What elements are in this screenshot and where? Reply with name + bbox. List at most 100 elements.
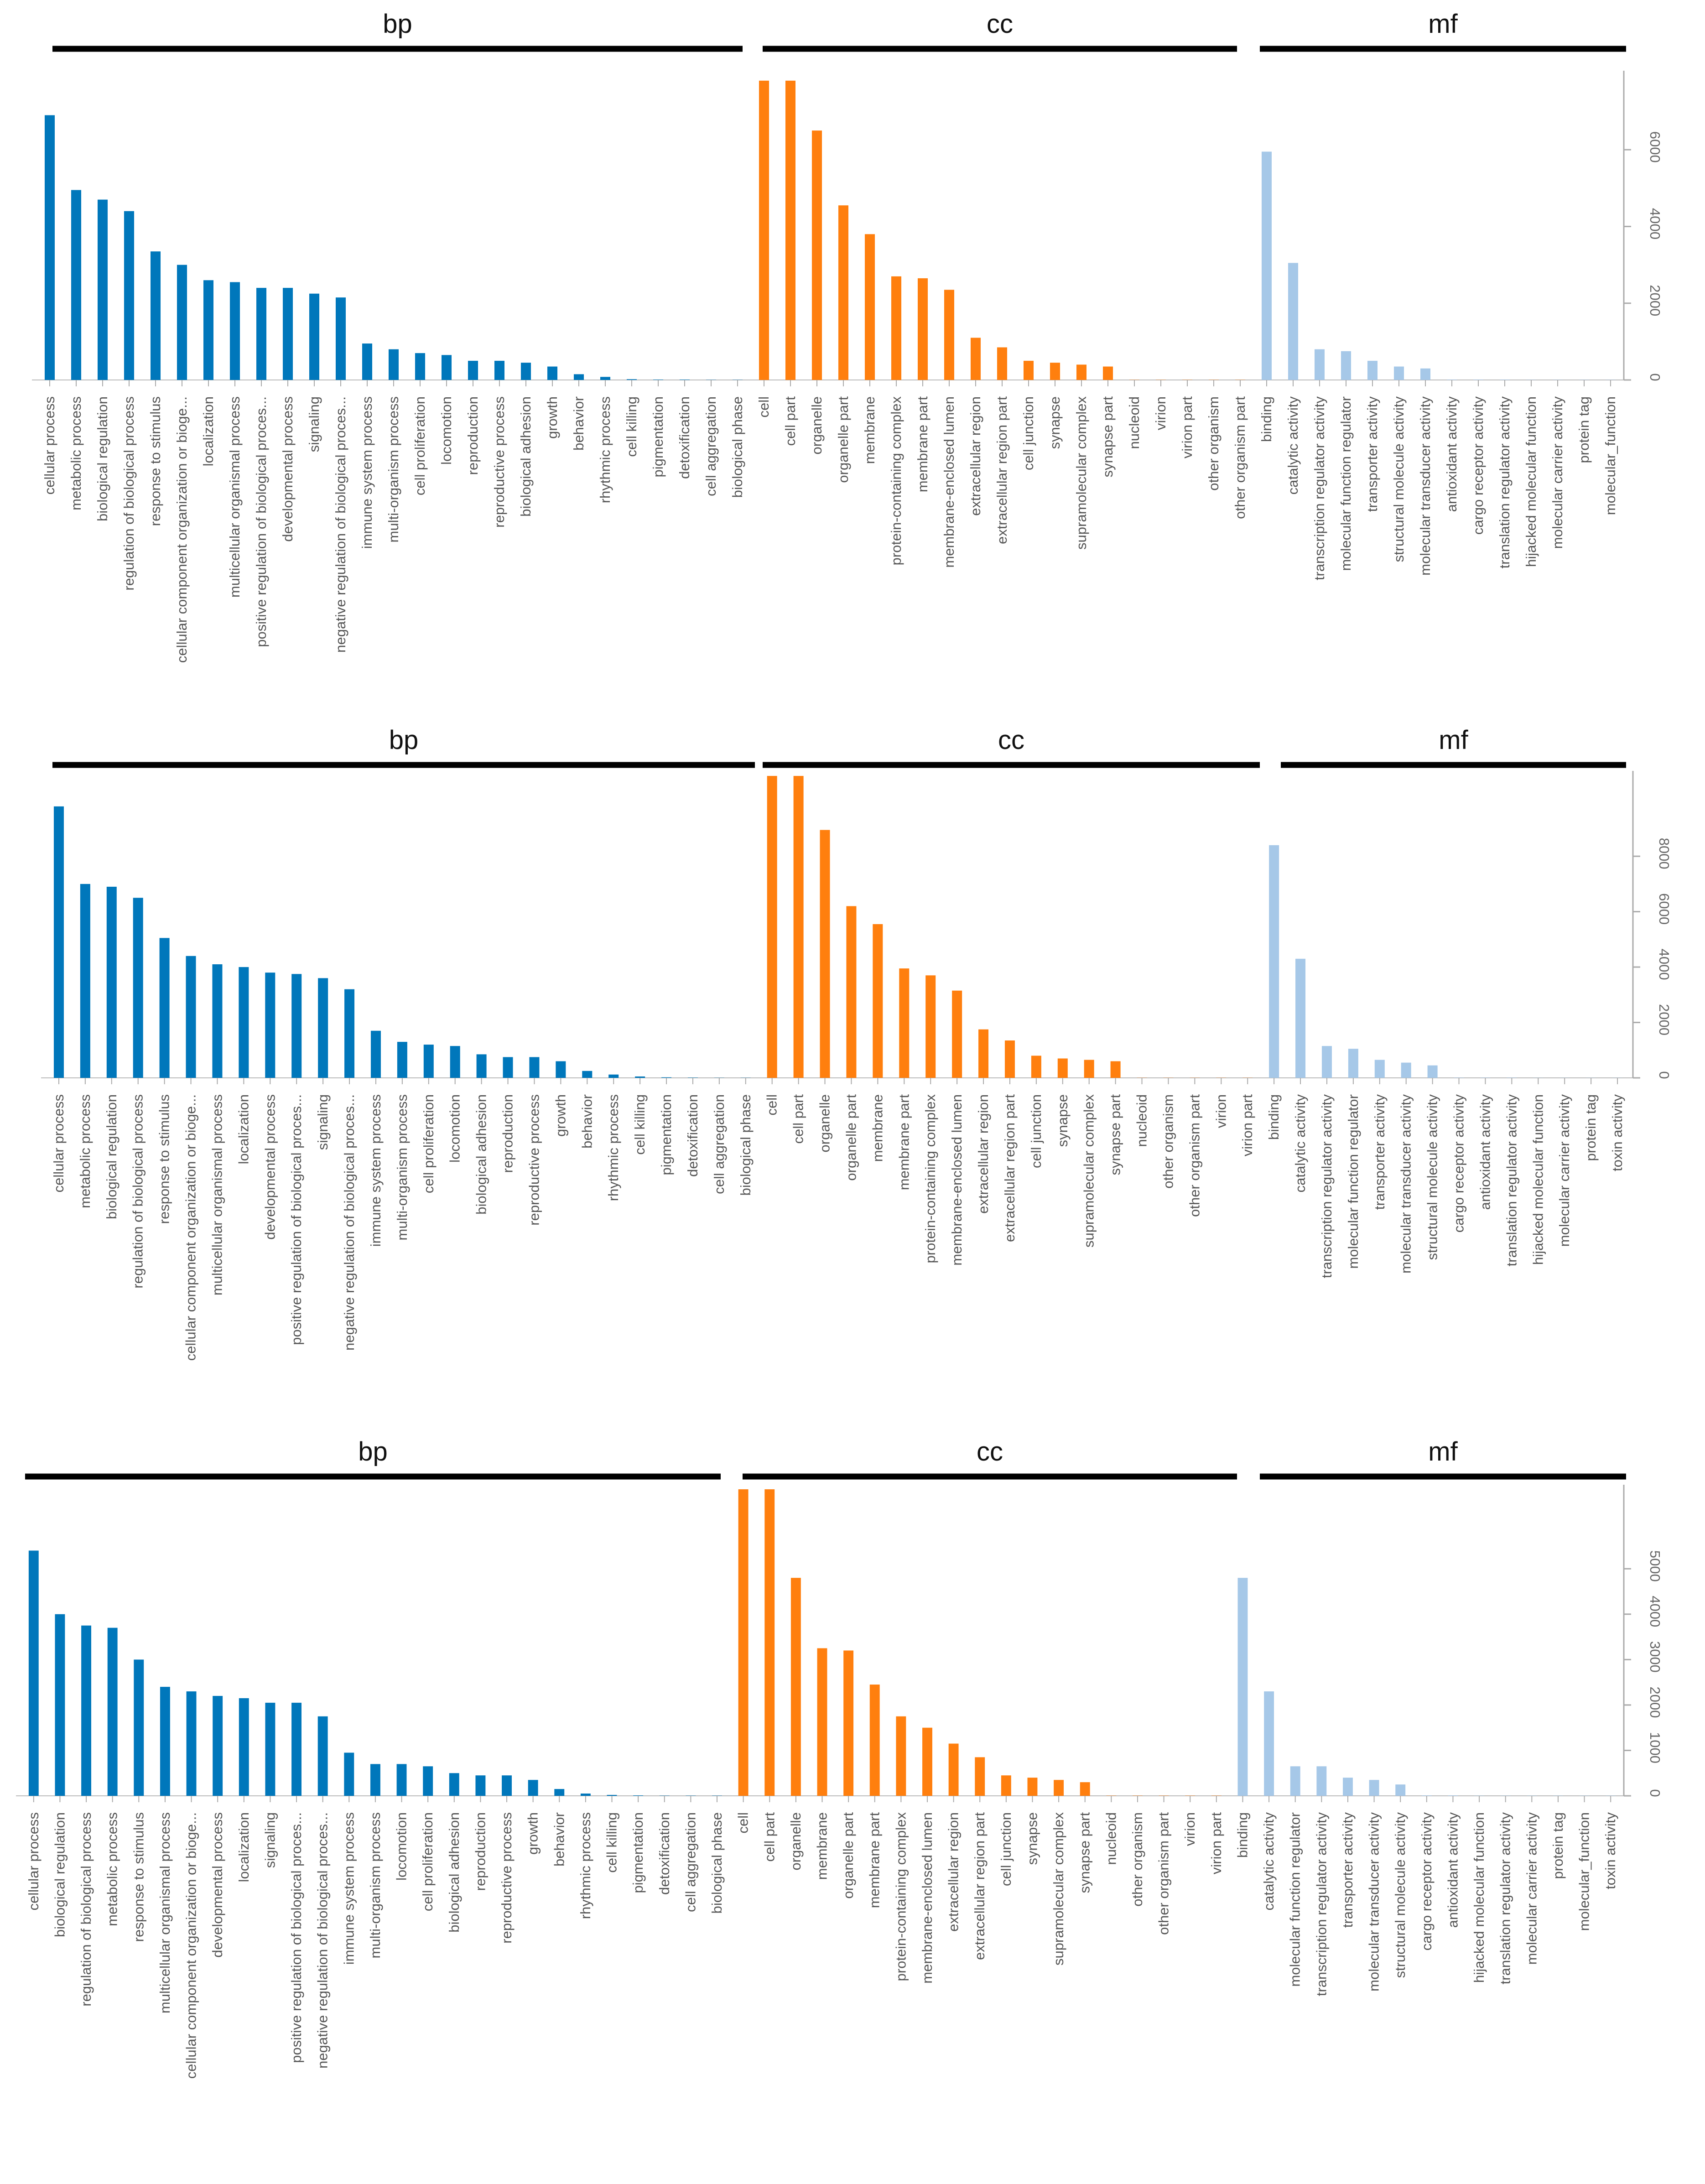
category-label: biological adhesion [446, 1812, 462, 1933]
bar-cargo-receptor-activity [1422, 1795, 1432, 1796]
category-label: molecular function regulator [1287, 1812, 1303, 1987]
group-label-mf: mf [1428, 1437, 1458, 1466]
bar-molecular-transducer-activity [1420, 369, 1430, 380]
bar-cellular-process [54, 806, 64, 1078]
bar-multi-organism-process [370, 1764, 380, 1796]
category-label: molecular function regulator [1345, 1094, 1361, 1269]
bar-organelle [791, 1578, 801, 1796]
category-label: localization [235, 1094, 251, 1164]
bar-locomotion [397, 1764, 407, 1796]
category-label: synapse part [1077, 1812, 1093, 1893]
category-label: developmental process [280, 396, 296, 542]
bar-immune-system-process [344, 1752, 354, 1796]
category-label: detoxification [656, 1812, 672, 1895]
category-label: positive regulation of biological proces… [288, 1094, 304, 1345]
category-label: growth [552, 1094, 568, 1137]
group-label-bp: bp [389, 725, 419, 755]
bar-membrane [817, 1648, 827, 1796]
bar-translation-regulator-activity [1507, 1077, 1517, 1078]
category-label: nucleoid [1126, 396, 1142, 449]
category-label: multicellular organismal process [157, 1812, 173, 2013]
y-tick-label: 8000 [1656, 838, 1672, 869]
category-label: cellular component organization or bioge… [183, 1094, 199, 1361]
category-label: transporter activity [1340, 1812, 1356, 1928]
y-tick-label: 5000 [1647, 1550, 1663, 1582]
bar-transcription-regulator-activity [1315, 349, 1325, 380]
category-label: metabolic process [77, 1094, 93, 1208]
bar-reproductive-process [529, 1057, 539, 1078]
category-label: pigmentation [658, 1094, 674, 1175]
bar-molecular-transducer-activity [1401, 1063, 1411, 1078]
category-label: cell aggregation [703, 396, 719, 496]
category-label: transcription regulator activity [1311, 396, 1327, 581]
bar-structural-molecule-activity [1394, 367, 1404, 380]
category-label: protein tag [1583, 1094, 1599, 1161]
category-label: supramolecular complex [1050, 1812, 1066, 1966]
category-label: translation regulator activity [1503, 1094, 1519, 1267]
category-label: membrane part [867, 1812, 883, 1908]
bar-negative-regulation-of-biological-proces- [318, 1716, 328, 1796]
category-label: biological regulation [104, 1094, 120, 1219]
category-label: molecular transducer activity [1417, 396, 1433, 576]
y-tick-label: 4000 [1647, 208, 1663, 239]
bar-immune-system-process [371, 1031, 381, 1078]
category-label: hijacked molecular function [1471, 1812, 1487, 1983]
category-label: antioxidant activity [1444, 396, 1460, 512]
category-label: binding [1266, 1094, 1282, 1140]
bar-multicellular-organismal-process [230, 282, 240, 380]
bar-molecular-function-regulator [1341, 351, 1351, 380]
category-label: synapse [1047, 396, 1063, 449]
category-label: multi-organism process [367, 1812, 383, 1958]
bar-reproductive-process [502, 1775, 512, 1796]
bar-structural-molecule-activity [1395, 1784, 1405, 1796]
bar-behavior [574, 374, 584, 380]
category-label: virion [1213, 1094, 1229, 1128]
category-label: cellular component organization or bioge… [183, 1812, 199, 2079]
category-label: cargo receptor activity [1419, 1812, 1435, 1951]
y-tick-label: 2000 [1647, 285, 1663, 316]
category-label: catalytic activity [1292, 1094, 1308, 1193]
category-label: locomotion [438, 396, 454, 465]
bar-immune-system-process [362, 343, 372, 380]
category-label: locomotion [447, 1094, 463, 1163]
category-label: negative regulation of biological proces… [333, 396, 348, 653]
category-label: reproduction [500, 1094, 516, 1173]
category-label: negative regulation of biological proces… [341, 1094, 357, 1351]
bar-binding [1238, 1578, 1248, 1796]
category-label: other organism part [1156, 1812, 1172, 1935]
bar-membrane-enclosed-lumen [952, 991, 962, 1078]
category-label: molecular transducer activity [1398, 1094, 1414, 1274]
y-tick-label: 6000 [1647, 131, 1663, 163]
category-label: molecular_function [1576, 1812, 1592, 1931]
category-label: organelle part [843, 1094, 859, 1181]
category-label: signaling [306, 396, 322, 452]
category-label: cell part [782, 396, 798, 446]
bar-extracellular-region-part [975, 1757, 985, 1796]
bar-cell-part [764, 1489, 775, 1796]
category-label: extracellular region [967, 396, 983, 516]
category-label: cell [735, 1812, 751, 1834]
bar-cellular-component-organization-or-bioge- [187, 1691, 197, 1796]
y-tick-label: 4000 [1656, 949, 1672, 980]
category-label: reproduction [465, 396, 481, 475]
category-label: synapse [1055, 1094, 1071, 1147]
category-label: catalytic activity [1285, 396, 1301, 495]
category-label: other organism [1206, 396, 1222, 491]
bar-membrane [873, 924, 883, 1078]
bar-rhythmic-process [600, 377, 610, 380]
bar-cell-killing [607, 1795, 617, 1796]
bar-growth [547, 367, 557, 380]
category-label: nucleoid [1134, 1094, 1150, 1147]
category-label: virion [1182, 1812, 1198, 1846]
category-label: organelle [788, 1812, 804, 1871]
group-label-cc: cc [987, 9, 1013, 39]
group-label-bp: bp [383, 9, 412, 39]
bar-response-to-stimulus [151, 251, 161, 380]
category-label: behavior [551, 1812, 567, 1867]
bar-localization [203, 280, 213, 380]
category-label: virion part [1239, 1094, 1255, 1156]
bar-membrane [865, 234, 875, 380]
category-label: immune system process [359, 396, 375, 549]
category-label: protein-containing complex [922, 1094, 938, 1264]
